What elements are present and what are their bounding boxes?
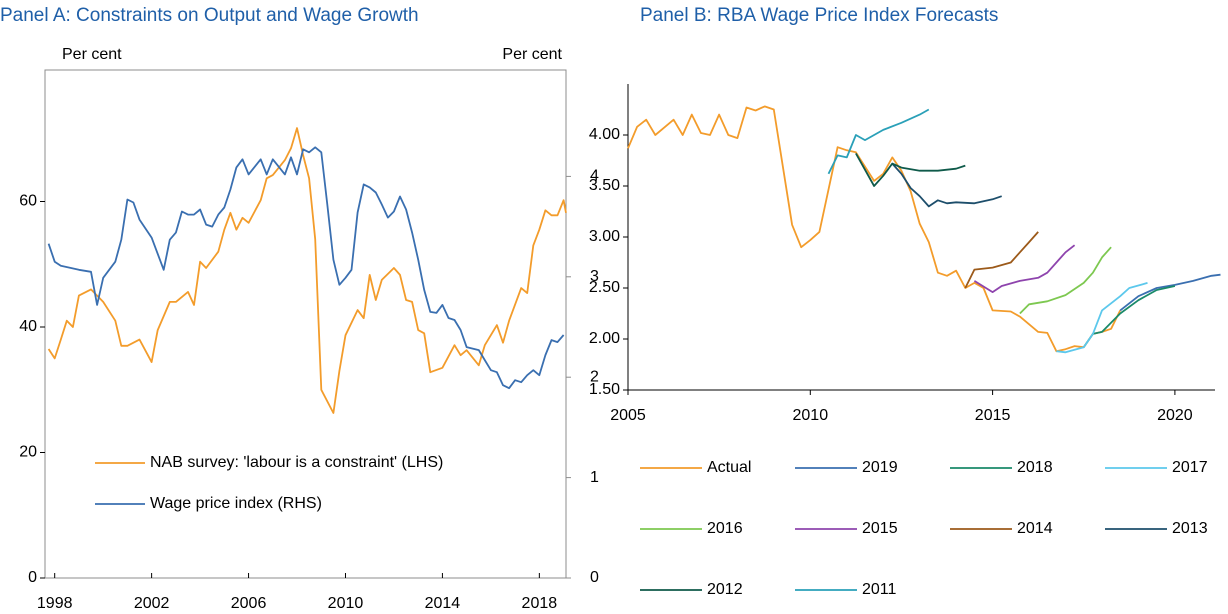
y-tick-label: 3.00 (589, 228, 620, 245)
legend-label: 2018 (1017, 459, 1053, 476)
y2-axis-label: Per cent (502, 46, 562, 63)
y-tick-label: 2.00 (589, 330, 620, 347)
y-tick-label: 60 (19, 193, 37, 210)
legend-label: 2013 (1172, 520, 1208, 537)
x-tick-label: 2018 (522, 595, 558, 612)
y-tick-label: 2.50 (589, 279, 620, 296)
series-line (973, 244, 1076, 293)
series-line (47, 127, 567, 414)
series-line (1082, 285, 1176, 348)
panel-title: Panel A: Constraints on Output and Wage … (0, 5, 419, 26)
x-tick-label: 2020 (1157, 407, 1193, 424)
series-line (964, 231, 1039, 289)
series-line (855, 152, 966, 187)
legend-label: 2016 (707, 520, 743, 537)
y-tick-label: 3.50 (589, 177, 620, 194)
y-tick-label: 20 (19, 444, 37, 461)
y-tick-label: 1.50 (589, 381, 620, 398)
x-tick-label: 2015 (975, 407, 1011, 424)
x-tick-label: 2014 (425, 595, 461, 612)
y2-tick-label: 3 (590, 268, 599, 285)
series-line (627, 105, 1122, 353)
x-tick-label: 2002 (134, 595, 170, 612)
y2-tick-label: 1 (590, 469, 599, 486)
y-tick-label: 40 (19, 318, 37, 335)
legend-label: 2011 (862, 581, 897, 598)
y2-tick-label: 2 (590, 368, 599, 385)
x-tick-label: 2006 (231, 595, 267, 612)
series-line (1119, 273, 1221, 312)
legend-label: NAB survey: 'labour is a constraint' (LH… (150, 454, 443, 471)
x-tick-label: 2010 (328, 595, 364, 612)
series-line (47, 146, 565, 390)
y-tick-label: 4.00 (589, 126, 620, 143)
legend-label: 2012 (707, 581, 743, 598)
legend-label: 2019 (862, 459, 898, 476)
series-line (891, 163, 1002, 208)
plot-frame (44, 69, 567, 579)
legend-label: 2015 (862, 520, 898, 537)
legend-label: Wage price index (RHS) (150, 495, 322, 512)
x-tick-label: 2010 (793, 407, 829, 424)
panel-title: Panel B: RBA Wage Price Index Forecasts (640, 5, 998, 26)
legend-label: 2017 (1172, 459, 1208, 476)
x-tick-label: 2005 (610, 407, 646, 424)
series-line (1056, 282, 1148, 354)
y-axis-label: Per cent (62, 46, 122, 63)
y2-tick-label: 4 (590, 168, 599, 185)
legend-label: Actual (707, 459, 751, 476)
series-line (827, 108, 930, 175)
series-line (1019, 246, 1112, 315)
x-tick-label: 1998 (37, 595, 73, 612)
y2-tick-label: 0 (590, 569, 599, 586)
y-tick-label: 0 (28, 569, 37, 586)
legend-label: 2014 (1017, 520, 1053, 537)
